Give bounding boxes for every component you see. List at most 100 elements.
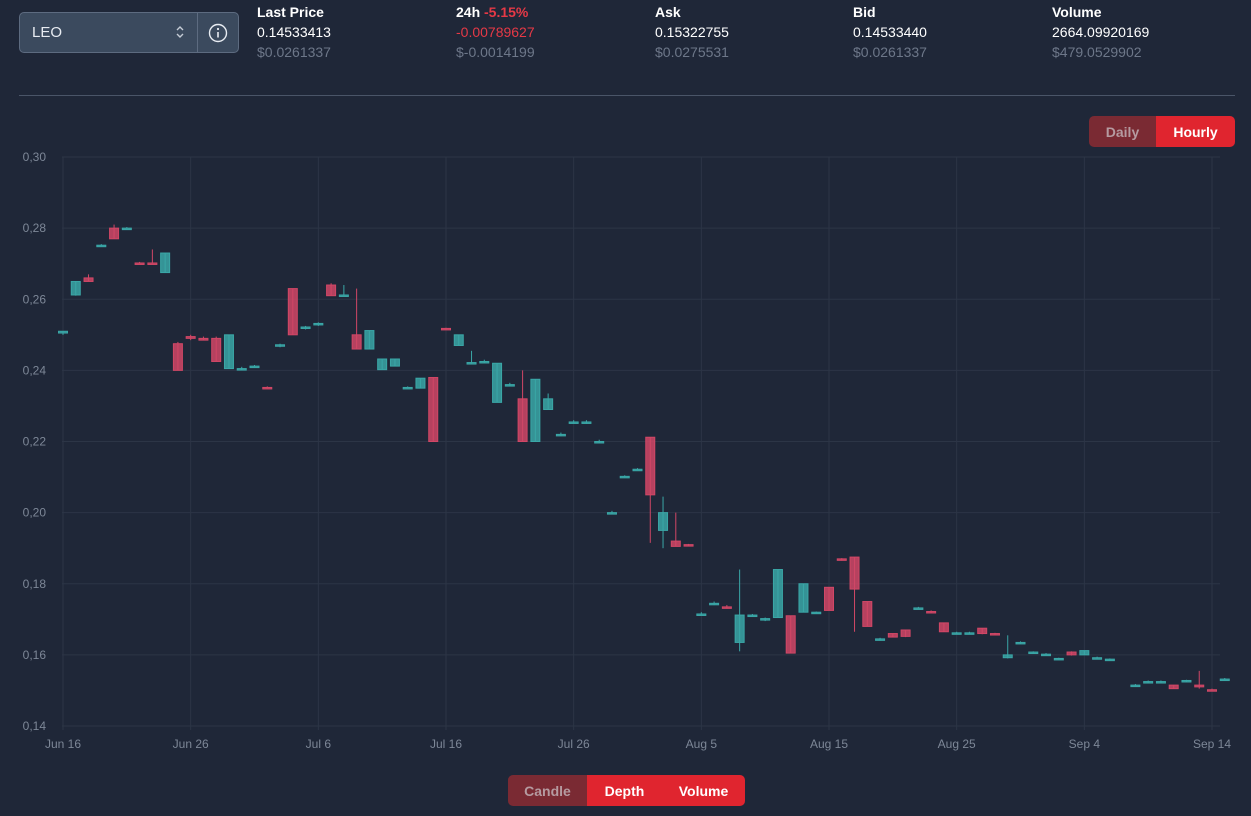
x-tick-label: Aug 15 (810, 737, 848, 751)
stat-last-price: Last Price 0.14533413 $0.0261337 (257, 4, 331, 60)
stat-24h-change: 24h -5.15% -0.00789627 $-0.0014199 (456, 4, 535, 60)
candle-button[interactable]: Candle (508, 775, 587, 806)
stat-ask-label: Ask (655, 4, 681, 20)
candle (1155, 680, 1166, 684)
candle (466, 350, 477, 365)
depth-button[interactable]: Depth (587, 775, 662, 806)
candle (1028, 651, 1039, 655)
candle-body (977, 627, 988, 635)
stat-ask-usd: $0.0275531 (655, 44, 729, 60)
candle (377, 358, 388, 371)
candle-body (1053, 657, 1064, 661)
stat-bid-label: Bid (853, 4, 876, 20)
candle (862, 601, 873, 627)
stat-volume-label: Volume (1052, 4, 1102, 20)
candle (198, 336, 209, 341)
candle-body (747, 614, 758, 618)
candle (1104, 658, 1115, 662)
candle (185, 334, 196, 341)
candle (606, 510, 617, 515)
x-tick-label: Jun 26 (173, 737, 209, 751)
candle (109, 224, 120, 240)
candle (223, 334, 234, 370)
y-tick-label: 0,24 (23, 363, 47, 377)
stat-ask-value: 0.15322755 (655, 24, 729, 40)
candle-body (479, 360, 490, 364)
pair-selected-label: LEO (32, 24, 63, 41)
candle-body (530, 378, 541, 442)
candle-body (606, 512, 617, 515)
candle (70, 280, 81, 296)
interval-toggle: Daily Hourly (1089, 116, 1235, 147)
candle (326, 283, 337, 297)
candle-body (811, 611, 822, 615)
candle (913, 606, 924, 610)
candle-body (734, 614, 745, 643)
candle (543, 393, 554, 410)
candle-body (862, 601, 873, 627)
candle (1092, 656, 1103, 660)
candle-body (658, 512, 669, 531)
candle (517, 370, 528, 443)
candle-body (1066, 651, 1077, 656)
candle-body (1168, 684, 1179, 690)
candle-body (938, 622, 949, 633)
stat-volume: Volume 2664.09920169 $479.0529902 (1052, 4, 1149, 60)
candle (734, 569, 745, 652)
candle-body (1028, 651, 1039, 655)
stat-24h-value: -0.00789627 (456, 24, 535, 40)
candle-body (109, 227, 120, 240)
stat-bid: Bid 0.14533440 $0.0261337 (853, 4, 927, 60)
candle (479, 359, 490, 364)
candle-body (568, 421, 579, 424)
candle-body (428, 376, 439, 442)
candle-body (1130, 684, 1141, 688)
candle (121, 227, 132, 231)
stat-volume-usd: $479.0529902 (1052, 44, 1142, 60)
candle-body (964, 632, 975, 635)
info-button[interactable] (198, 13, 238, 52)
daily-button[interactable]: Daily (1089, 116, 1156, 147)
candle (1143, 680, 1154, 684)
candle (1079, 650, 1090, 656)
candle (441, 327, 451, 331)
candle-body (147, 262, 158, 265)
candle (313, 322, 324, 326)
candle-body (1041, 653, 1052, 657)
candle-body (198, 337, 209, 341)
candle (389, 358, 400, 367)
candle-body (581, 421, 592, 424)
candle-body (594, 441, 605, 444)
stat-last-price-label: Last Price (257, 4, 324, 20)
candle-body (1092, 657, 1103, 660)
candle (989, 632, 1000, 636)
x-tick-label: Sep 4 (1069, 737, 1101, 751)
candle-body (1143, 681, 1154, 684)
candle (594, 439, 605, 444)
candle (824, 586, 834, 611)
candle-body (492, 362, 503, 403)
candle (721, 605, 732, 609)
candle (1053, 657, 1064, 661)
candle (415, 377, 426, 389)
candle (492, 362, 503, 403)
candle-body (402, 386, 413, 390)
hourly-button[interactable]: Hourly (1156, 116, 1235, 147)
candle (211, 336, 222, 362)
pair-dropdown[interactable]: LEO (20, 13, 198, 52)
candle-body (951, 632, 962, 635)
candle (402, 386, 413, 390)
candle (632, 468, 643, 472)
candle-body (1079, 650, 1090, 656)
candle-body (517, 398, 528, 443)
pair-selector[interactable]: LEO (19, 12, 239, 53)
candle-body (760, 618, 771, 621)
candle (530, 378, 541, 442)
candle (96, 244, 107, 248)
candle-body (1219, 678, 1230, 682)
volume-button[interactable]: Volume (662, 775, 745, 806)
candle-body (696, 613, 707, 616)
candle (760, 617, 771, 622)
candle (619, 475, 630, 479)
candle-body (543, 398, 554, 410)
